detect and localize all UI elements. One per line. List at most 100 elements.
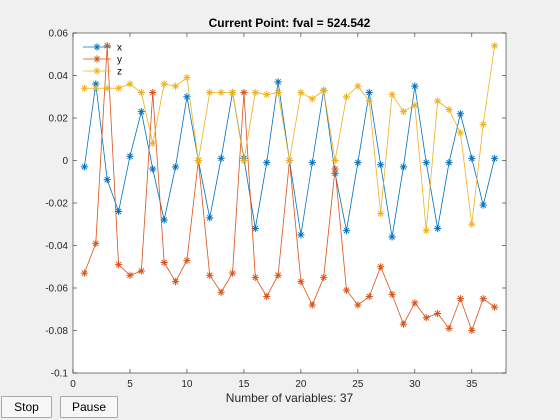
stop-button[interactable]: Stop (1, 396, 52, 418)
series-z (80, 42, 499, 235)
data-point-z (171, 82, 180, 90)
pause-button[interactable]: Pause (60, 396, 118, 418)
marker-stroke (480, 295, 487, 302)
legend-label: x (117, 43, 122, 54)
legend-marker (93, 55, 101, 63)
data-point-z (149, 139, 157, 148)
data-point-x (479, 201, 487, 209)
data-point-x (422, 159, 430, 167)
marker-stroke (149, 166, 156, 172)
marker-stroke (332, 166, 338, 172)
data-point-y (491, 303, 499, 311)
marker-stroke (115, 261, 122, 268)
marker-stroke (457, 129, 464, 136)
marker-stroke (354, 83, 361, 90)
data-point-z (308, 95, 316, 103)
data-point-y (137, 267, 145, 275)
marker-stroke (377, 161, 384, 168)
data-point-x (251, 224, 259, 233)
marker-stroke (491, 155, 498, 162)
marker-stroke (115, 208, 122, 215)
marker-stroke (309, 95, 316, 102)
y-tick-label: 0.02 (49, 114, 69, 125)
data-point-x (342, 227, 351, 235)
marker-stroke (127, 272, 133, 279)
marker-stroke (389, 91, 395, 98)
x-tick-label: 30 (409, 379, 421, 390)
data-point-y (160, 258, 168, 267)
y-tick-label: 0.04 (49, 71, 69, 82)
data-point-z (114, 84, 123, 92)
marker-stroke (229, 270, 236, 277)
x-tick-label: 20 (295, 379, 307, 390)
marker-stroke (411, 299, 418, 306)
data-point-x (468, 154, 476, 162)
data-point-x (388, 233, 396, 241)
data-point-x (434, 224, 442, 233)
marker-stroke (241, 157, 247, 164)
data-point-z (399, 108, 408, 116)
data-point-y (434, 309, 442, 318)
data-point-x (308, 159, 316, 167)
marker-stroke (446, 325, 452, 332)
marker-stroke (309, 159, 316, 166)
legend-label: y (117, 55, 122, 66)
legend-label: z (117, 67, 122, 78)
marker-stroke (92, 81, 99, 87)
data-point-z (228, 88, 237, 97)
marker-stroke (92, 85, 99, 92)
data-point-x (171, 163, 180, 171)
data-point-z (468, 220, 476, 228)
data-point-z (320, 86, 328, 94)
data-point-z (80, 84, 88, 92)
marker-stroke (218, 89, 225, 96)
data-point-z (103, 84, 111, 92)
data-point-x (274, 78, 282, 86)
data-point-x (206, 214, 214, 222)
marker-stroke (138, 268, 145, 274)
marker-stroke (138, 89, 145, 96)
marker-stroke (320, 274, 327, 281)
x-axis-label: Number of variables: 37 (226, 391, 354, 405)
marker-stroke (468, 221, 475, 228)
data-point-z (411, 101, 419, 109)
data-point-z (331, 156, 339, 165)
marker-stroke (161, 81, 168, 87)
marker-stroke (138, 108, 145, 115)
legend-marker (93, 67, 101, 75)
marker-stroke (206, 272, 213, 279)
series-y (80, 42, 499, 335)
marker-stroke (468, 327, 475, 334)
data-point-z (445, 105, 453, 114)
marker-stroke (104, 42, 111, 49)
marker-stroke (400, 321, 407, 328)
data-point-x (365, 88, 373, 97)
y-tick-label: -0.04 (45, 241, 68, 252)
marker-stroke (480, 202, 487, 209)
data-point-z (251, 88, 259, 97)
data-point-z (377, 210, 385, 218)
data-point-y (388, 290, 396, 298)
data-point-x (411, 82, 419, 90)
marker-stroke (104, 85, 111, 92)
marker-stroke (366, 98, 373, 104)
marker-stroke (184, 74, 190, 81)
marker-stroke (377, 263, 384, 270)
data-point-y (149, 88, 157, 97)
data-point-z (217, 88, 225, 97)
marker-stroke (446, 159, 452, 166)
marker-stroke (309, 302, 316, 308)
y-tick-label: 0.06 (49, 29, 69, 40)
data-point-y (263, 292, 271, 301)
marker-stroke (297, 231, 304, 238)
marker-stroke (354, 302, 361, 308)
marker-stroke (161, 259, 168, 266)
marker-stroke (389, 291, 395, 298)
marker-stroke (275, 78, 282, 85)
marker-stroke (366, 293, 373, 300)
marker-stroke (218, 289, 225, 296)
data-point-y (183, 256, 191, 264)
data-point-y (422, 314, 430, 322)
data-point-z (388, 91, 396, 99)
marker-stroke (389, 234, 395, 240)
